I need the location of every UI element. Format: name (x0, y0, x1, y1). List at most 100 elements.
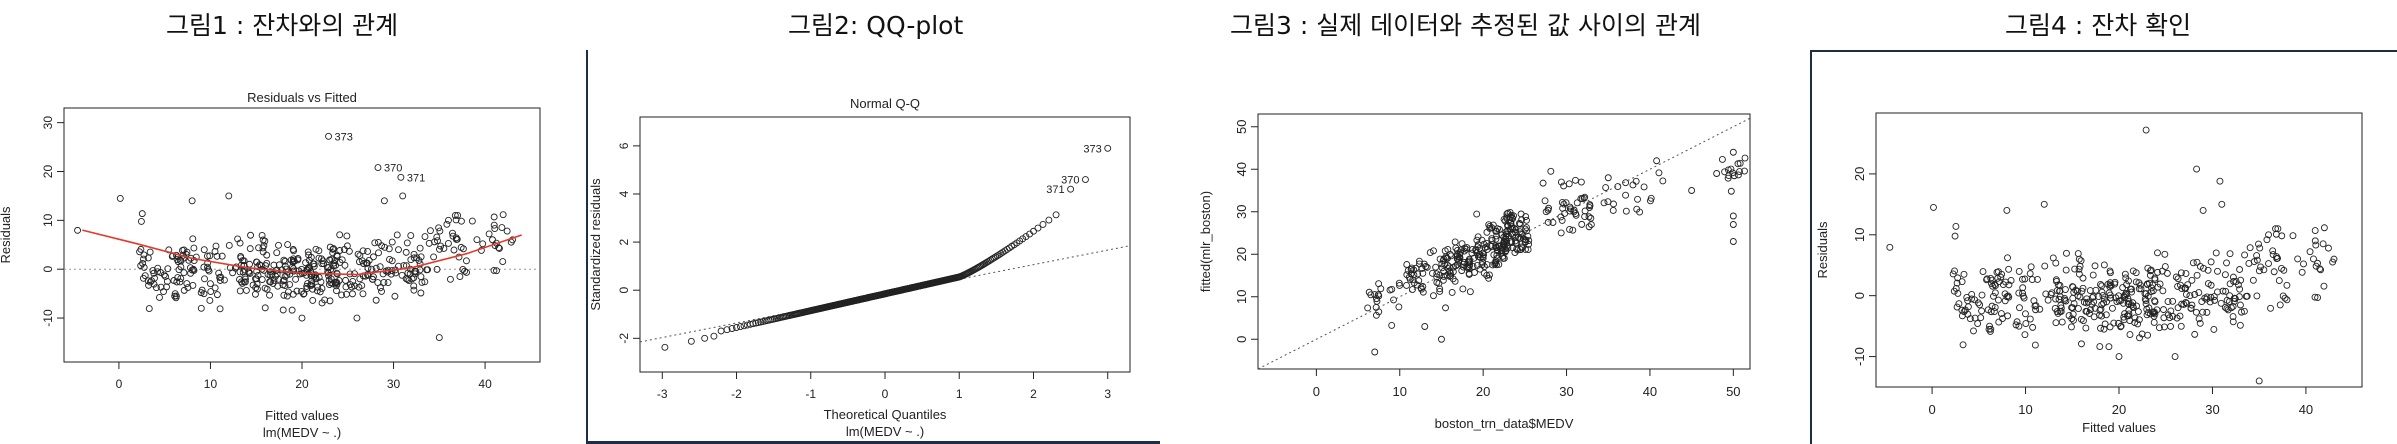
qq-data-point (993, 252, 1001, 260)
data-point (211, 284, 219, 292)
data-point (246, 270, 254, 277)
data-point (2028, 276, 2036, 284)
data-point (2146, 271, 2154, 279)
data-point (1984, 306, 1992, 314)
data-point (289, 255, 297, 263)
data-point (1729, 212, 1737, 220)
data-point (2310, 255, 2317, 263)
data-point (2270, 268, 2278, 276)
data-point (2210, 293, 2218, 301)
x-tick-label: 10 (1393, 384, 1407, 399)
data-point (2107, 294, 2115, 302)
data-point (304, 265, 312, 273)
data-point (2069, 304, 2077, 312)
data-point (1521, 238, 1529, 246)
data-point (1473, 236, 1481, 244)
data-point (2178, 285, 2186, 293)
data-point (2117, 323, 2125, 331)
data-point (2182, 290, 2190, 298)
data-point (246, 245, 254, 253)
data-point (317, 278, 325, 286)
data-point (1430, 292, 1437, 300)
plot-area-frame (1257, 113, 1751, 370)
data-point (2280, 266, 2288, 274)
data-point (2238, 308, 2245, 316)
data-point (2187, 304, 2195, 312)
data-point (1647, 194, 1655, 202)
data-point (305, 251, 313, 259)
panel-4-top-border (1810, 50, 2397, 52)
data-point (1586, 201, 1594, 208)
data-point (2095, 293, 2103, 300)
data-point (2195, 315, 2203, 323)
data-point (281, 257, 289, 265)
data-point (2097, 281, 2104, 288)
model-formula-label: lm(MEDV ~ .) (846, 424, 924, 439)
data-point (205, 267, 213, 275)
data-point (433, 233, 441, 241)
data-point (2089, 293, 2097, 301)
data-point (1995, 318, 2003, 326)
data-point (187, 269, 195, 277)
data-point (2174, 304, 2182, 312)
data-point (2246, 244, 2254, 252)
data-point (1585, 223, 1593, 231)
actual-vs-fitted-chart: 0 10 20 30 40 50 0 10 20 30 40 50 boston_trn_data$ME… (1198, 113, 1751, 431)
data-point (2325, 244, 2332, 252)
y-tick-label: -2 (617, 333, 631, 344)
data-point (1610, 200, 1617, 208)
data-point (336, 231, 344, 239)
data-point (2099, 292, 2107, 299)
data-point (2086, 287, 2094, 295)
data-point (2214, 288, 2221, 296)
data-point (479, 240, 487, 248)
data-point (1729, 221, 1737, 228)
data-point (2193, 258, 2201, 266)
data-point (1602, 184, 1610, 191)
data-point (293, 287, 301, 295)
data-point (430, 253, 438, 261)
data-point (2269, 251, 2277, 258)
figure-1-heading: 그림1 : 잔차와의 관계 (166, 11, 399, 40)
data-point (306, 281, 314, 289)
data-point (1959, 341, 1967, 349)
data-point (280, 291, 288, 299)
data-point (2074, 250, 2082, 258)
data-point (452, 216, 460, 224)
data-point (386, 255, 393, 263)
data-point (443, 220, 451, 228)
chart-title: Residuals vs Fitted (247, 90, 357, 105)
data-point (1622, 191, 1630, 199)
data-point (1955, 300, 1963, 308)
data-point (2143, 305, 2151, 313)
outlier-point (1067, 185, 1075, 193)
data-point (2054, 309, 2062, 317)
data-point (449, 232, 457, 240)
data-point (1494, 247, 1502, 255)
data-point (1517, 230, 1525, 238)
data-point (468, 217, 476, 225)
data-point (1478, 261, 1486, 269)
data-point (1438, 335, 1445, 343)
data-point (2004, 312, 2012, 320)
data-point (2052, 319, 2060, 327)
qq-data-point (1034, 224, 1042, 232)
data-point (1736, 168, 1743, 176)
qq-data-point (990, 254, 998, 262)
data-point (261, 237, 269, 245)
chart-title: Normal Q-Q (850, 96, 920, 111)
data-point (2161, 250, 2169, 258)
data-point (1964, 297, 1972, 305)
data-point (2098, 288, 2106, 296)
data-point (2079, 274, 2087, 282)
data-point (292, 275, 300, 283)
data-point (2013, 318, 2021, 326)
data-point (363, 259, 371, 267)
data-point (266, 278, 274, 286)
data-point (2164, 311, 2172, 319)
data-point (451, 212, 459, 219)
data-point (2223, 305, 2231, 313)
data-point (2121, 270, 2129, 278)
data-point (2069, 283, 2076, 291)
data-point (2273, 253, 2280, 261)
